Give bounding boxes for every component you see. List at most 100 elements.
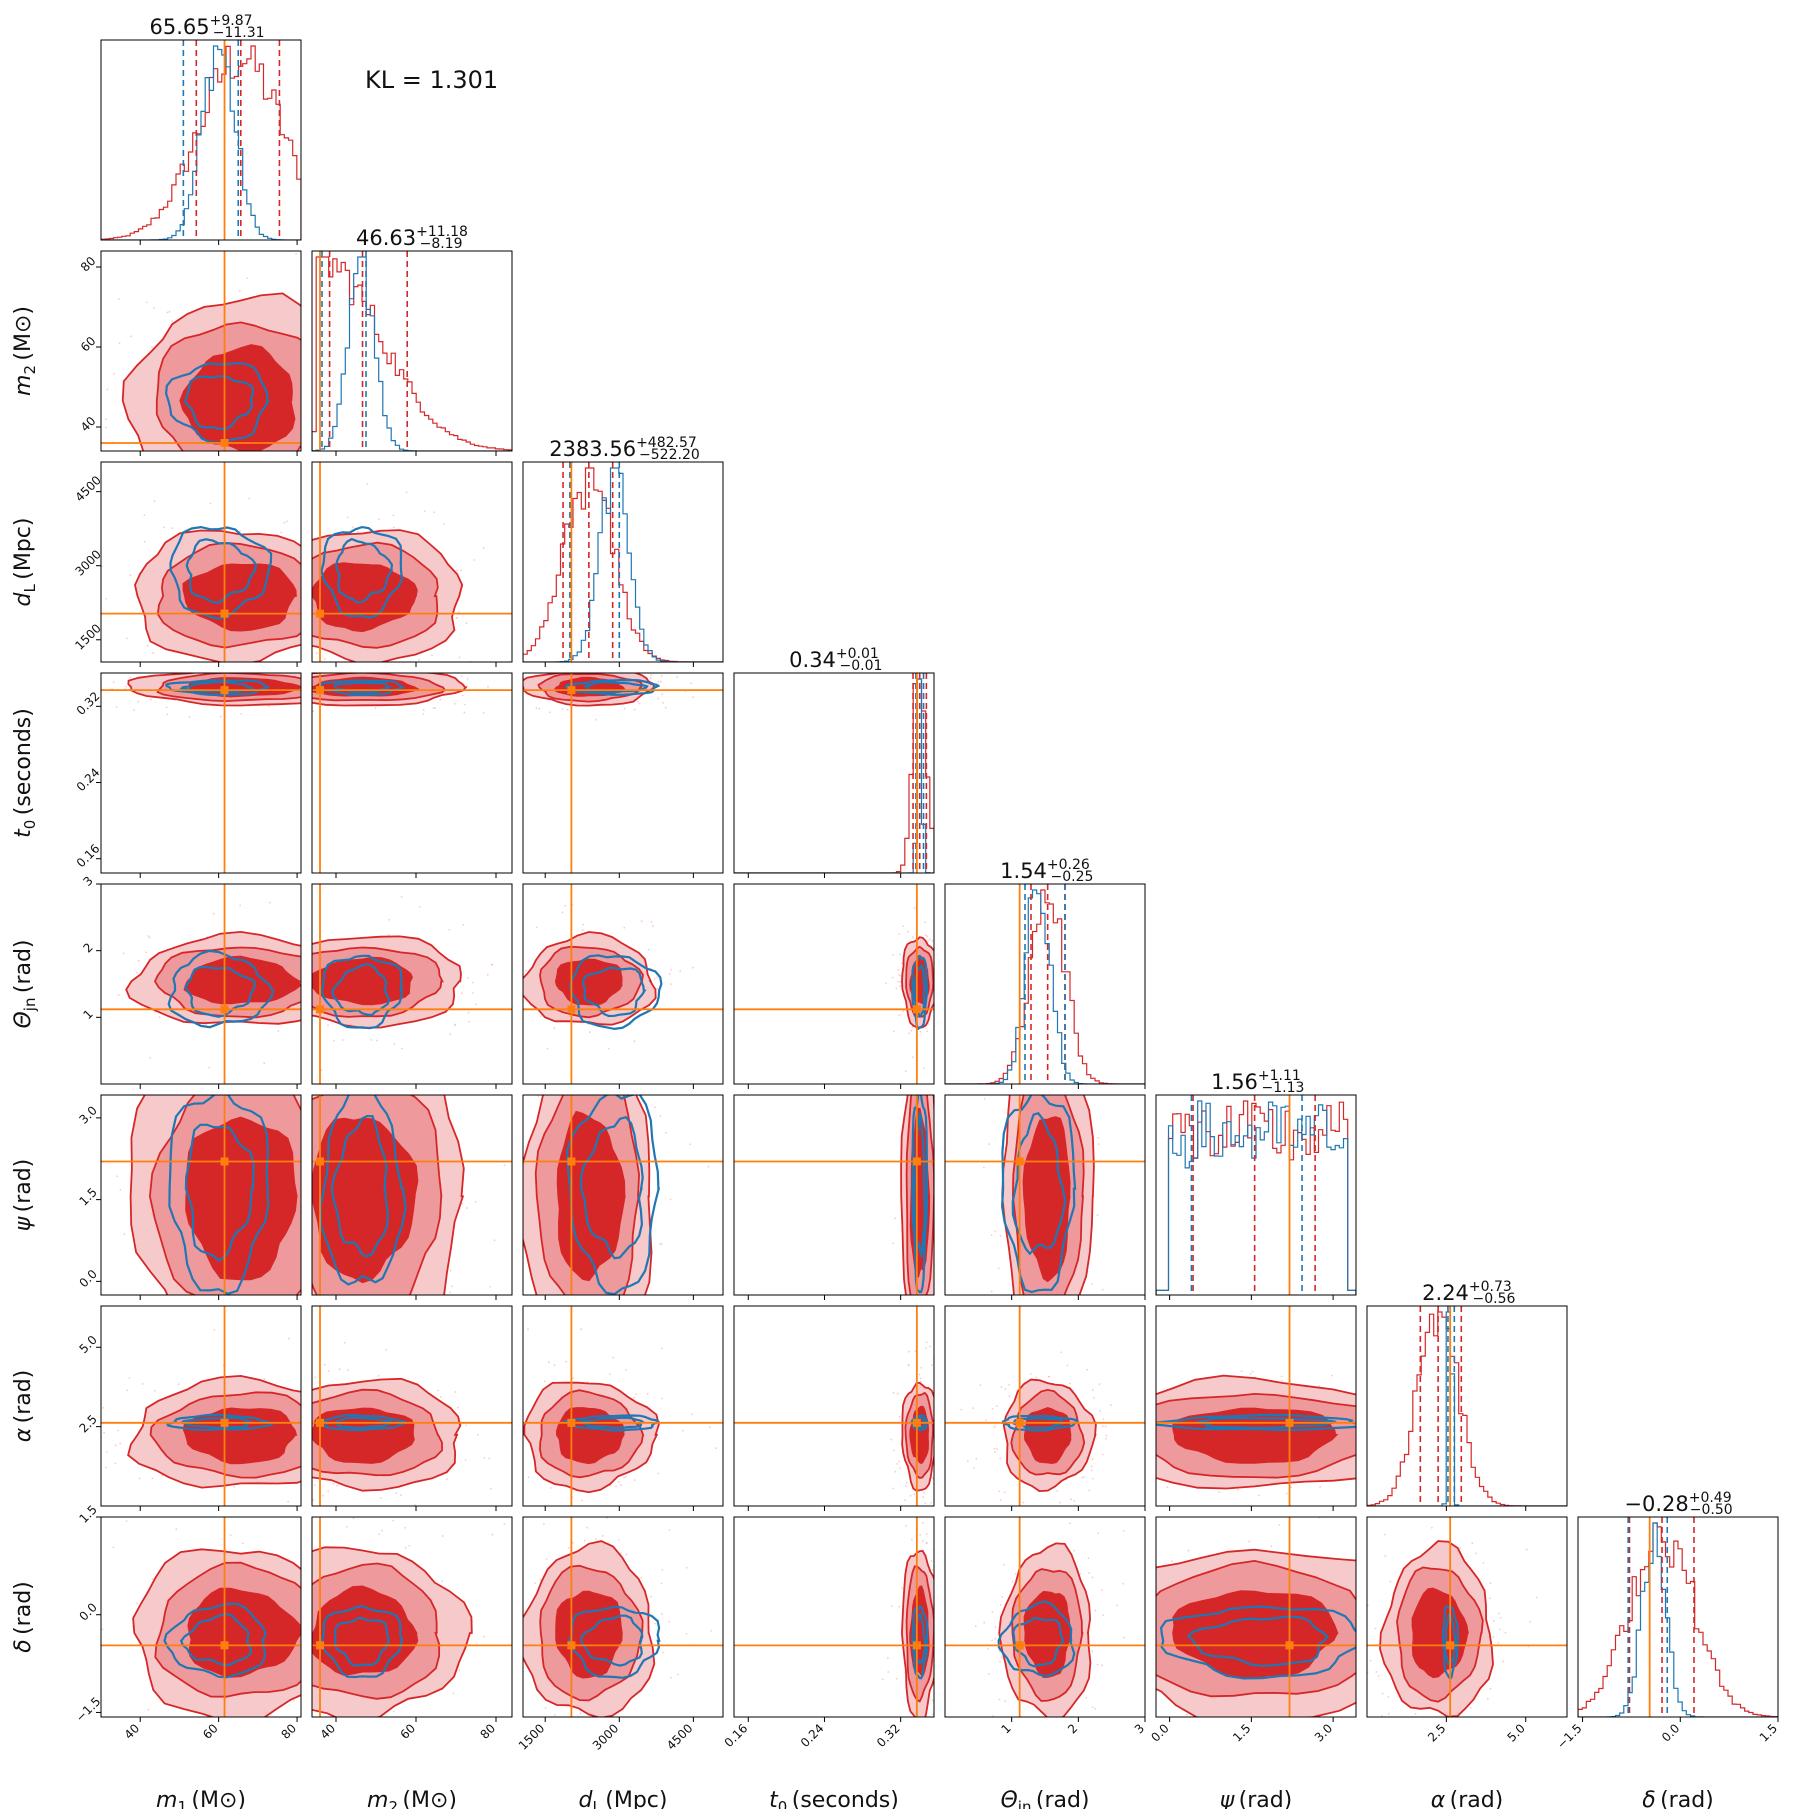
sample-point [1300,1788,1302,1790]
sample-point [147,1086,149,1088]
sample-point [503,1428,505,1430]
contour-blue-inner [334,537,394,604]
sample-point [625,1369,627,1371]
sample-point [1112,1550,1114,1552]
sample-point [302,989,304,991]
sample-point [302,1258,304,1260]
y-axis-label-thjn: Θjn (rad) [11,939,39,1028]
sample-point [1371,1566,1373,1568]
sample-point [474,1475,476,1477]
sample-point [904,1499,906,1501]
sample-point [397,1033,399,1035]
sample-point [1152,1606,1154,1608]
sample-point [1186,1713,1188,1716]
sample-point [129,676,132,679]
panel-t0-vs-m2 [306,669,529,878]
truth-marker [1285,1418,1294,1427]
title-minus-thjn: −0.25 [1051,869,1094,885]
sample-point [922,1067,925,1070]
sample-point [656,976,659,979]
sample-point [338,1072,340,1074]
sample-point [1490,1433,1492,1435]
sample-point [94,1653,96,1655]
sample-point [441,1580,443,1582]
sample-point [1053,1719,1055,1721]
sample-point [539,1015,542,1017]
sample-point [206,1296,208,1298]
sample-point [303,350,305,352]
axes-frame [944,1094,1146,1296]
sample-point [151,346,154,348]
sample-point [1069,1522,1071,1525]
sample-point [346,1525,348,1528]
axes-frame [522,461,724,663]
sample-point [196,1502,198,1504]
sample-point [1403,1563,1405,1565]
sample-point [410,1342,412,1344]
sample-point [642,669,644,671]
title-minus-dL: −522.20 [639,447,700,463]
sample-point [1506,1448,1508,1450]
sample-point [456,669,458,671]
sample-point [96,681,98,683]
sample-point [1502,1660,1504,1663]
sample-point [612,1356,614,1359]
sample-point [623,707,626,710]
sample-point [604,1062,606,1064]
sample-point [422,713,425,715]
sample-point [244,1490,246,1492]
sample-point [537,1095,540,1097]
sample-point [923,1300,925,1302]
sample-point [895,1677,898,1680]
sample-point [76,1415,78,1417]
sample-point [506,999,508,1001]
sample-point [1098,1383,1101,1386]
sample-point [306,681,308,683]
sample-point [1102,1418,1105,1420]
sample-point [482,712,485,714]
sample-point [293,1699,295,1702]
sample-point [939,1628,941,1630]
sample-point [169,1055,171,1057]
sample-point [449,1033,452,1036]
sample-point [188,716,191,718]
axes-frame [1155,1305,1357,1507]
sample-point [547,1091,549,1093]
sample-point [451,1285,453,1288]
sample-point [909,1494,912,1497]
sample-point [984,1745,986,1747]
sample-point [153,500,156,503]
sample-point [891,954,894,956]
y-axis-label-m2: m2 (M⊙) [11,306,39,396]
sample-point [307,1416,309,1418]
sample-point [467,676,469,678]
sample-point [250,1736,252,1738]
sample-point [552,1507,554,1509]
sample-point [1089,1480,1091,1482]
sample-point [650,674,652,677]
contour-blue-inner [179,1612,253,1667]
sample-point [1073,1515,1075,1517]
y-axis-label-alpha: α (rad) [11,1370,36,1443]
sample-point [617,1481,620,1483]
sample-point [417,658,420,661]
sample-point [304,1357,306,1359]
sample-point [353,344,355,346]
sample-point [899,1467,901,1470]
sample-point [439,1396,442,1398]
sample-point [1008,1383,1011,1386]
sample-point [938,936,940,938]
sample-point [527,675,529,677]
sample-point [247,663,249,665]
sample-point [514,999,516,1001]
sample-point [463,711,466,714]
sample-point [446,1478,448,1481]
sample-point [1066,1364,1069,1367]
sample-point [1022,1087,1024,1089]
panel-alpha-vs-m2 [244,1305,513,1511]
sample-point [553,1364,556,1367]
sample-point [998,1490,1001,1493]
sample-point [565,1360,567,1363]
sample-point [546,1047,549,1050]
panel-psi-vs-m2 [302,1033,513,1359]
